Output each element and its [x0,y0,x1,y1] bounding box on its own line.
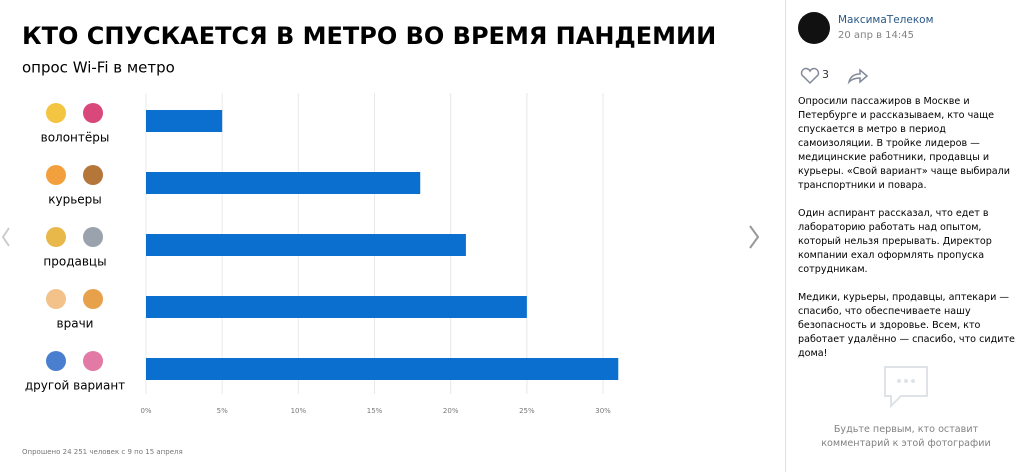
chart-subtitle: опрос Wi-Fi в метро [22,59,175,77]
x-tick-label: 15% [367,407,383,415]
bar [146,110,223,132]
y-tick-label: волонтёры [41,131,110,145]
author[interactable]: МаксимаТелеком [838,14,934,26]
emoji-icon [83,165,103,185]
x-tick-label: 5% [217,407,228,415]
bar [146,234,466,256]
comment-icon [884,366,928,409]
emoji-icon [46,103,66,123]
emoji-icon [46,227,66,247]
emoji-icon [46,165,66,185]
chart: КТО СПУСКАЕТСЯ В МЕТРО ВО ВРЕМЯ ПАНДЕМИИ… [1,22,760,456]
y-tick-label: курьеры [48,193,102,207]
date[interactable]: 20 апр в 14:45 [838,30,914,41]
emoji-icon [46,289,66,309]
x-tick-label: 0% [140,407,151,415]
emoji-icon [83,289,103,309]
prev-arrow[interactable] [1,227,10,247]
like-icon[interactable] [798,66,822,86]
emoji-icon [46,351,66,371]
chart-note: Опрошено 24 251 человек с 9 по 15 апреля [22,448,183,456]
comments-placeholder: Будьте первым, кто оставит комментарий к… [821,424,991,449]
bar [146,358,619,380]
x-tick-label: 30% [595,407,611,415]
post-text: Опросили пассажиров в Москве и Петербург… [798,95,1016,375]
x-tick-label: 20% [443,407,459,415]
chart-title: КТО СПУСКАЕТСЯ В МЕТРО ВО ВРЕМЯ ПАНДЕМИИ [22,22,716,50]
emoji-icon [83,227,103,247]
paragraph: Медики, курьеры, продавцы, аптекари — сп… [798,292,1015,359]
y-tick-label: продавцы [43,255,106,269]
like-count: 3 [822,68,829,81]
share-icon[interactable] [846,66,870,86]
y-tick-label: врачи [57,317,94,331]
bar [146,296,527,318]
paragraph: Один аспирант рассказал, что едет в лабо… [798,208,992,275]
paragraph: Опросили пассажиров в Москве и Петербург… [798,96,1011,191]
emoji-icon [83,103,103,123]
x-tick-label: 10% [291,407,307,415]
emoji-icon [83,351,103,371]
bar [146,172,421,194]
sidebar: МаксимаТелеком 20 апр в 14:45 3 Опросили… [785,0,1024,472]
avatar[interactable] [798,12,830,44]
x-tick-label: 25% [519,407,535,415]
y-tick-label: другой вариант [25,379,125,393]
next-arrow[interactable] [749,225,760,249]
